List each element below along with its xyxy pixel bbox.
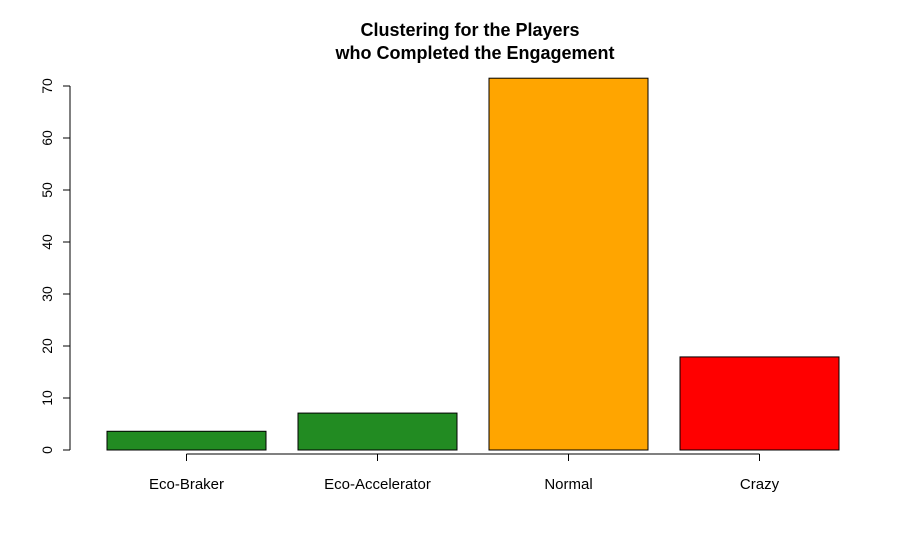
x-axis: Eco-Braker Eco-Accelerator Normal Crazy xyxy=(149,453,780,493)
y-tick-label: 40 xyxy=(39,234,55,250)
y-tick-label: 50 xyxy=(39,182,55,198)
y-tick-label: 10 xyxy=(39,390,55,406)
y-tick-label: 20 xyxy=(39,338,55,354)
chart-title-line-1: Clustering for the Players xyxy=(360,20,579,40)
y-axis: 0 10 20 30 40 50 60 70 xyxy=(39,78,71,454)
y-tick-label: 30 xyxy=(39,286,55,302)
y-tick-label: 60 xyxy=(39,130,55,146)
chart-title-line-2: who Completed the Engagement xyxy=(334,43,614,63)
x-tick-label: Eco-Braker xyxy=(149,476,224,493)
y-tick-label: 0 xyxy=(39,446,55,454)
bar-eco-braker xyxy=(106,430,267,451)
x-tick-label: Eco-Accelerator xyxy=(324,476,431,493)
bar-normal xyxy=(488,77,649,451)
bars-group xyxy=(106,77,840,451)
bar-crazy xyxy=(679,356,840,451)
x-tick-label: Normal xyxy=(544,476,592,493)
bar-eco-accelerator xyxy=(297,412,458,451)
y-tick-label: 70 xyxy=(39,78,55,94)
x-tick-label: Crazy xyxy=(740,476,780,493)
